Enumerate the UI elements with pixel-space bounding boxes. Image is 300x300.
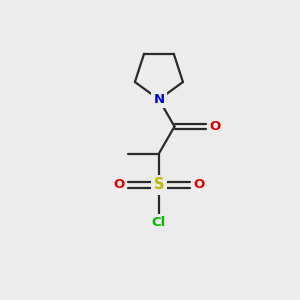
Text: O: O <box>209 120 220 133</box>
Text: S: S <box>154 177 164 192</box>
Text: N: N <box>153 93 164 106</box>
Text: O: O <box>194 178 205 191</box>
Text: O: O <box>113 178 124 191</box>
Text: Cl: Cl <box>152 216 166 229</box>
